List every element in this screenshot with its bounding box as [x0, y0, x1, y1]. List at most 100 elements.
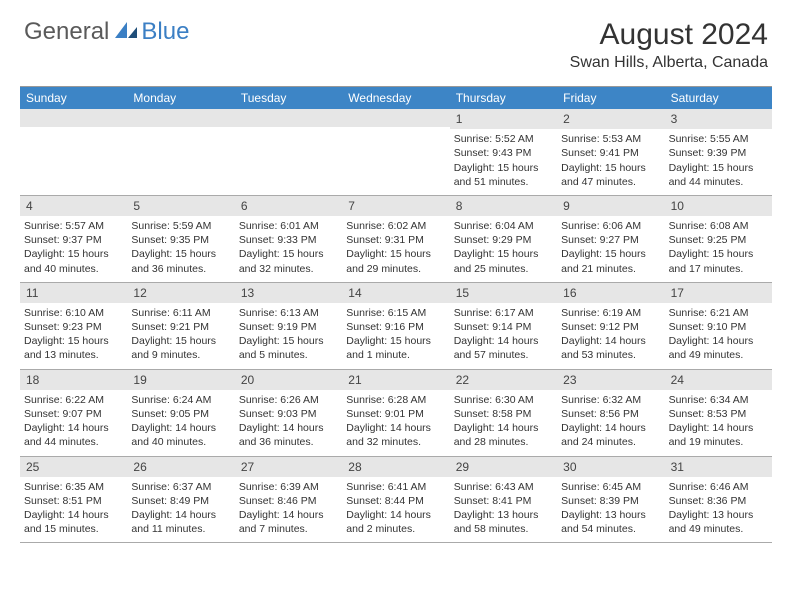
- day-info-line: Sunrise: 6:11 AM: [131, 306, 230, 320]
- day-info-line: and 15 minutes.: [24, 522, 123, 536]
- day-number: 16: [557, 283, 664, 303]
- day-info-line: Sunrise: 6:46 AM: [669, 480, 768, 494]
- day-info-line: Daylight: 15 hours: [239, 334, 338, 348]
- day-cell: [20, 109, 127, 195]
- day-info-line: Daylight: 15 hours: [346, 334, 445, 348]
- week-row: 1Sunrise: 5:52 AMSunset: 9:43 PMDaylight…: [20, 109, 772, 196]
- day-info-line: Sunset: 8:51 PM: [24, 494, 123, 508]
- day-number: 30: [557, 457, 664, 477]
- day-info-line: and 9 minutes.: [131, 348, 230, 362]
- day-info-line: Sunrise: 6:22 AM: [24, 393, 123, 407]
- day-number: 10: [665, 196, 772, 216]
- day-info-line: Daylight: 15 hours: [454, 247, 553, 261]
- day-number: [127, 109, 234, 127]
- day-info-line: Daylight: 13 hours: [454, 508, 553, 522]
- day-number: 9: [557, 196, 664, 216]
- day-info-line: Daylight: 15 hours: [24, 247, 123, 261]
- day-info-line: Daylight: 14 hours: [346, 421, 445, 435]
- day-cell: 13Sunrise: 6:13 AMSunset: 9:19 PMDayligh…: [235, 283, 342, 369]
- month-title: August 2024: [570, 18, 768, 52]
- day-number: 18: [20, 370, 127, 390]
- day-info-line: and 21 minutes.: [561, 262, 660, 276]
- day-info-line: Sunrise: 6:34 AM: [669, 393, 768, 407]
- day-number: 2: [557, 109, 664, 129]
- day-info-line: Daylight: 15 hours: [131, 247, 230, 261]
- day-info-line: Sunset: 8:49 PM: [131, 494, 230, 508]
- day-info-line: and 44 minutes.: [669, 175, 768, 189]
- day-info-line: Daylight: 15 hours: [131, 334, 230, 348]
- day-info-line: Daylight: 15 hours: [561, 247, 660, 261]
- day-info-line: Daylight: 14 hours: [24, 508, 123, 522]
- day-cell: 16Sunrise: 6:19 AMSunset: 9:12 PMDayligh…: [557, 283, 664, 369]
- day-info-line: Sunset: 9:41 PM: [561, 146, 660, 160]
- day-cell: 7Sunrise: 6:02 AMSunset: 9:31 PMDaylight…: [342, 196, 449, 282]
- day-info-line: Daylight: 14 hours: [24, 421, 123, 435]
- day-info-line: Daylight: 14 hours: [669, 421, 768, 435]
- day-info-line: Sunrise: 6:39 AM: [239, 480, 338, 494]
- day-info-line: Daylight: 14 hours: [131, 421, 230, 435]
- day-number: 5: [127, 196, 234, 216]
- day-cell: 22Sunrise: 6:30 AMSunset: 8:58 PMDayligh…: [450, 370, 557, 456]
- day-info-line: and 36 minutes.: [131, 262, 230, 276]
- day-info-line: and 28 minutes.: [454, 435, 553, 449]
- day-info-line: Sunrise: 6:13 AM: [239, 306, 338, 320]
- day-info-line: Sunset: 9:03 PM: [239, 407, 338, 421]
- day-info-line: Sunset: 8:53 PM: [669, 407, 768, 421]
- day-cell: 15Sunrise: 6:17 AMSunset: 9:14 PMDayligh…: [450, 283, 557, 369]
- day-info-line: Sunset: 9:07 PM: [24, 407, 123, 421]
- day-number: 1: [450, 109, 557, 129]
- day-number: 3: [665, 109, 772, 129]
- day-number: 4: [20, 196, 127, 216]
- day-info-line: Sunset: 9:23 PM: [24, 320, 123, 334]
- day-info-line: Sunrise: 6:35 AM: [24, 480, 123, 494]
- day-info-line: and 47 minutes.: [561, 175, 660, 189]
- day-cell: 23Sunrise: 6:32 AMSunset: 8:56 PMDayligh…: [557, 370, 664, 456]
- day-info-line: Sunrise: 6:45 AM: [561, 480, 660, 494]
- day-cell: 14Sunrise: 6:15 AMSunset: 9:16 PMDayligh…: [342, 283, 449, 369]
- day-info-line: and 24 minutes.: [561, 435, 660, 449]
- day-info-line: Daylight: 15 hours: [669, 161, 768, 175]
- day-number: 21: [342, 370, 449, 390]
- day-cell: 6Sunrise: 6:01 AMSunset: 9:33 PMDaylight…: [235, 196, 342, 282]
- week-row: 18Sunrise: 6:22 AMSunset: 9:07 PMDayligh…: [20, 370, 772, 457]
- day-number: 7: [342, 196, 449, 216]
- day-header: Wednesday: [342, 87, 449, 109]
- day-info-line: Sunset: 9:35 PM: [131, 233, 230, 247]
- day-info-line: Sunrise: 6:19 AM: [561, 306, 660, 320]
- day-info-line: Sunrise: 5:53 AM: [561, 132, 660, 146]
- day-info-line: Daylight: 14 hours: [454, 334, 553, 348]
- day-info-line: Daylight: 14 hours: [561, 421, 660, 435]
- day-info-line: Daylight: 15 hours: [346, 247, 445, 261]
- day-cell: 30Sunrise: 6:45 AMSunset: 8:39 PMDayligh…: [557, 457, 664, 543]
- day-info-line: Sunrise: 6:43 AM: [454, 480, 553, 494]
- day-cell: 12Sunrise: 6:11 AMSunset: 9:21 PMDayligh…: [127, 283, 234, 369]
- location: Swan Hills, Alberta, Canada: [570, 54, 768, 72]
- day-info-line: Sunrise: 6:24 AM: [131, 393, 230, 407]
- day-info-line: and 7 minutes.: [239, 522, 338, 536]
- day-info-line: Daylight: 13 hours: [669, 508, 768, 522]
- day-number: 17: [665, 283, 772, 303]
- week-row: 11Sunrise: 6:10 AMSunset: 9:23 PMDayligh…: [20, 283, 772, 370]
- day-number: 28: [342, 457, 449, 477]
- day-header: Thursday: [450, 87, 557, 109]
- day-cell: 11Sunrise: 6:10 AMSunset: 9:23 PMDayligh…: [20, 283, 127, 369]
- day-header: Saturday: [665, 87, 772, 109]
- day-info-line: Sunrise: 6:41 AM: [346, 480, 445, 494]
- day-info-line: and 40 minutes.: [24, 262, 123, 276]
- day-cell: 17Sunrise: 6:21 AMSunset: 9:10 PMDayligh…: [665, 283, 772, 369]
- day-header-row: SundayMondayTuesdayWednesdayThursdayFrid…: [20, 87, 772, 109]
- header: General Blue August 2024 Swan Hills, Alb…: [0, 0, 792, 80]
- day-info-line: Daylight: 14 hours: [561, 334, 660, 348]
- day-info-line: and 29 minutes.: [346, 262, 445, 276]
- day-cell: 24Sunrise: 6:34 AMSunset: 8:53 PMDayligh…: [665, 370, 772, 456]
- day-cell: 28Sunrise: 6:41 AMSunset: 8:44 PMDayligh…: [342, 457, 449, 543]
- day-info-line: and 49 minutes.: [669, 522, 768, 536]
- day-info-line: Sunrise: 6:32 AM: [561, 393, 660, 407]
- day-info-line: Sunset: 9:21 PM: [131, 320, 230, 334]
- day-info-line: and 32 minutes.: [239, 262, 338, 276]
- day-number: 13: [235, 283, 342, 303]
- day-header: Sunday: [20, 87, 127, 109]
- day-cell: 10Sunrise: 6:08 AMSunset: 9:25 PMDayligh…: [665, 196, 772, 282]
- day-info-line: Daylight: 14 hours: [346, 508, 445, 522]
- day-number: 29: [450, 457, 557, 477]
